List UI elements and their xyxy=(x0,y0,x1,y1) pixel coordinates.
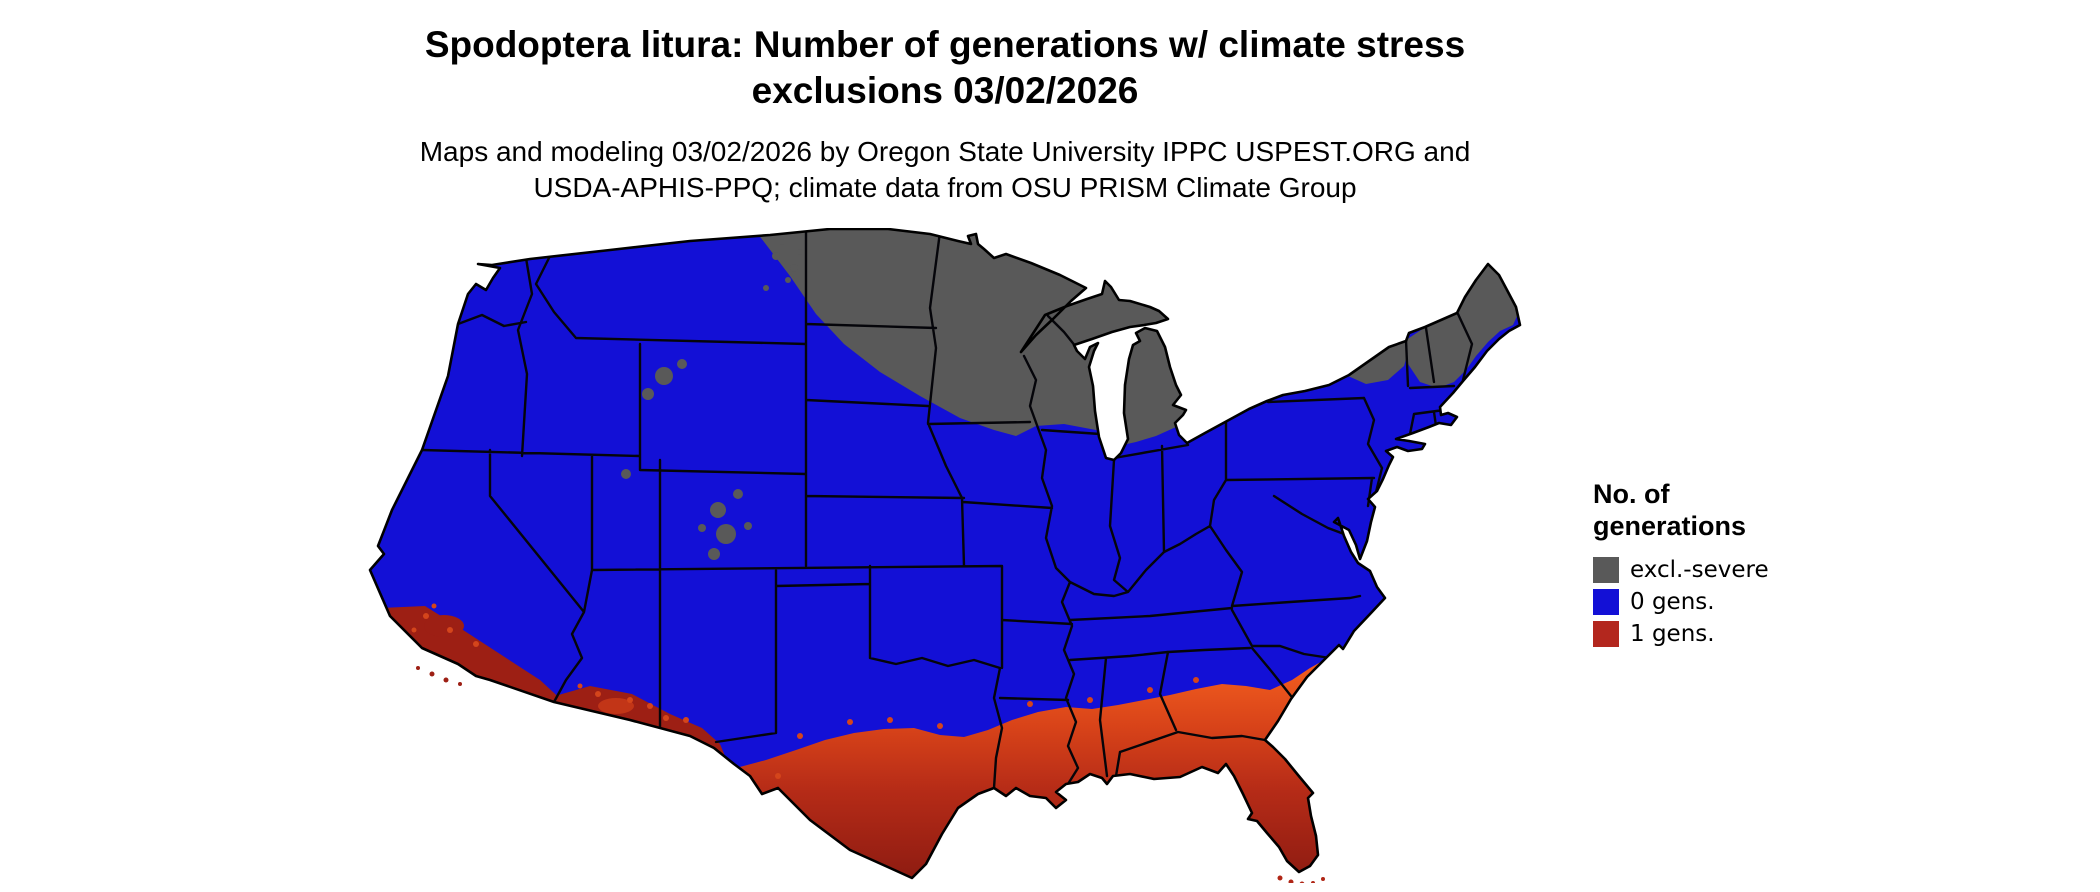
legend-label-excl-severe: excl.-severe xyxy=(1630,556,1769,583)
legend-swatch-excl-severe xyxy=(1593,556,1619,583)
legend-title-line-2: generations xyxy=(1593,511,1747,542)
channel-islands xyxy=(416,666,462,686)
map-legend: No. of generations excl.-severe 0 gens. … xyxy=(1593,478,1769,653)
legend-item-excl-severe: excl.-severe xyxy=(1593,556,1769,583)
title-block: Spodoptera litura: Number of generations… xyxy=(195,22,1695,207)
subtitle-line-2: USDA-APHIS-PPQ; climate data from OSU PR… xyxy=(533,172,1357,204)
legend-title-line-1: No. of xyxy=(1593,479,1670,509)
florida-keys xyxy=(1277,875,1325,883)
subtitle-block: Maps and modeling 03/02/2026 by Oregon S… xyxy=(195,134,1695,207)
legend-label-one-gens: 1 gens. xyxy=(1630,620,1715,647)
legend-swatch-one-gens xyxy=(1593,620,1619,647)
state-borders xyxy=(420,229,1474,790)
page-title-line-2: exclusions 03/02/2026 xyxy=(751,69,1139,111)
legend-item-zero-gens: 0 gens. xyxy=(1593,588,1769,615)
subtitle-line-1: Maps and modeling 03/02/2026 by Oregon S… xyxy=(419,135,1471,167)
us-map-svg xyxy=(368,228,1522,883)
us-map xyxy=(330,228,1560,883)
legend-label-zero-gens: 0 gens. xyxy=(1630,588,1715,615)
page-title-line-1: Spodoptera litura: Number of generations… xyxy=(424,24,1466,65)
legend-item-one-gens: 1 gens. xyxy=(1593,620,1769,647)
legend-title: No. of generations xyxy=(1593,478,1769,543)
legend-swatch-zero-gens xyxy=(1593,588,1619,615)
